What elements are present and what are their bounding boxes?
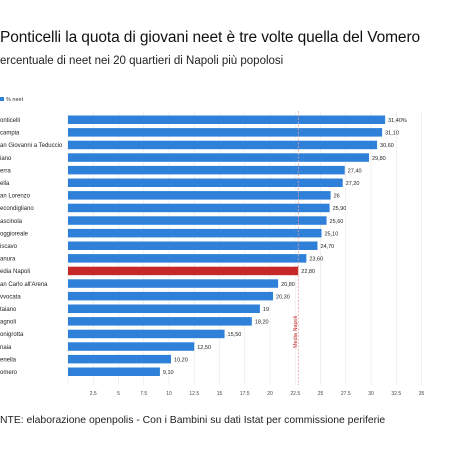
bar	[68, 228, 322, 238]
x-tick-label: 35	[419, 391, 425, 397]
value-label: 20,80	[281, 282, 295, 288]
bar	[68, 304, 260, 313]
value-label: 29,80	[372, 156, 386, 162]
category-label: an Giovanni a Teduccio	[0, 143, 63, 149]
bar	[68, 342, 195, 351]
x-tick-label: 17.5	[240, 391, 250, 397]
value-label: 18,20	[255, 320, 269, 326]
category-label: omero	[0, 370, 18, 376]
bar	[68, 140, 378, 150]
bar	[68, 291, 274, 301]
category-label: anura	[0, 257, 16, 263]
bar	[68, 178, 343, 187]
x-tick-label: 20	[267, 391, 273, 397]
legend: % neet	[0, 97, 24, 103]
value-label: 27,20	[346, 181, 360, 187]
x-tick-label: 10	[166, 391, 172, 397]
bar	[68, 128, 383, 137]
bar	[68, 266, 299, 276]
value-label: 15,50	[228, 332, 242, 338]
category-label: ascinola	[0, 219, 23, 225]
legend-swatch	[0, 97, 4, 101]
reference-line-label: Media Napoli	[293, 316, 299, 348]
value-labels: 31,40% 31,10 30,60 29,80 27,40 27,20 26 25,90 25…	[163, 118, 407, 376]
category-label: edia Napoli	[0, 269, 30, 275]
x-tick-label: 15	[217, 391, 223, 397]
legend-label: % neet	[6, 97, 24, 103]
value-label: 9,10	[163, 370, 174, 376]
category-label: erra	[0, 168, 11, 174]
bars	[68, 115, 386, 376]
category-label: onigrotta	[0, 332, 24, 338]
category-label: vvocata	[0, 294, 21, 300]
x-tick-label: 2.5	[90, 391, 97, 397]
category-labels: onticelli campia an Giovanni a Teduccio ian…	[0, 118, 63, 376]
category-label: campia	[0, 131, 20, 137]
x-tick-label: 27.5	[341, 391, 351, 397]
value-label: 22,80	[301, 269, 315, 275]
bar	[68, 115, 386, 124]
category-label: oggioreale	[0, 231, 29, 237]
bar	[68, 354, 172, 364]
reference-line: Media Napoli	[293, 111, 299, 385]
category-label: enella	[0, 357, 17, 363]
category-label: an Carlo all'Arena	[0, 282, 48, 288]
category-label: taiano	[0, 307, 17, 313]
x-tick-label: 12.5	[189, 391, 199, 397]
value-label: 25,10	[325, 231, 339, 237]
category-label: an Lorenzo	[0, 194, 31, 200]
x-tick-label: 5	[117, 391, 120, 397]
bar	[68, 153, 369, 162]
x-tick-label: 22.5	[290, 391, 300, 397]
x-tick-label: 7.5	[140, 391, 147, 397]
value-label: 31,40%	[388, 118, 407, 124]
chart-subtitle: ercentuale di neet nei 20 quartieri di N…	[0, 55, 284, 67]
bar	[68, 165, 345, 175]
x-tick-label: 25	[318, 391, 324, 397]
value-label: 19	[263, 307, 269, 313]
value-label: 31,10	[385, 131, 399, 137]
value-label: 20,30	[276, 294, 290, 300]
value-label: 27,40	[348, 168, 362, 174]
x-axis-ticks: 2.5 5 7.5 10 12.5 15 17.5 20 22.5 25 27.5 30 32.5 35	[90, 391, 425, 397]
x-tick-label: 32.5	[391, 391, 401, 397]
value-label: 23,60	[309, 257, 323, 263]
bar	[68, 317, 252, 326]
bar	[68, 203, 330, 213]
category-label: iscavo	[0, 244, 18, 250]
category-label: ella	[0, 181, 10, 187]
value-label: 25,60	[330, 219, 344, 225]
value-label: 30,60	[380, 143, 394, 149]
bar	[68, 329, 225, 339]
value-label: 26	[334, 194, 340, 200]
bar	[68, 279, 279, 288]
bar	[68, 216, 327, 225]
x-tick-label: 30	[368, 391, 374, 397]
value-label: 25,90	[333, 206, 347, 212]
category-label: onticelli	[0, 118, 20, 124]
value-label: 24,70	[320, 244, 334, 250]
bar	[68, 254, 307, 263]
category-label: naia	[0, 345, 12, 351]
chart-title: Ponticelli la quota di giovani neet è tr…	[0, 29, 421, 46]
category-label: agnoli	[0, 320, 16, 326]
category-label: iano	[0, 156, 12, 162]
bar	[68, 367, 160, 376]
value-label: 10,20	[174, 357, 188, 363]
category-label: econdigliano	[0, 206, 34, 212]
bar	[68, 191, 331, 200]
bar	[68, 241, 318, 250]
source-note: NTE: elaborazione openpolis - Con i Bamb…	[0, 415, 386, 426]
value-label: 12,50	[197, 345, 211, 351]
